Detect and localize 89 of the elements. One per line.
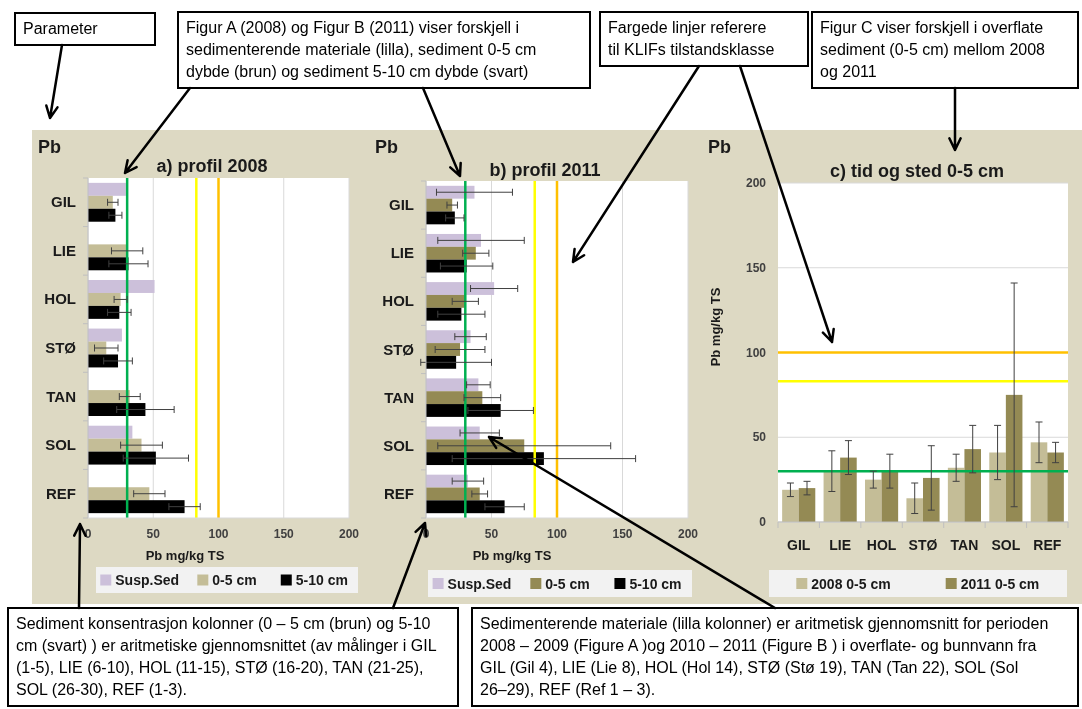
x-tick-label: 200 (338, 527, 360, 541)
text: Sedimenterende materiale (lilla kolonner) er aritmetisk gjennomsnitt for perioden 2008 – 2009 (Figure A )og 2010 – 2011 (Figure B ) i overflate- og bunnvann fra GIL (Gil 4), LIE (Lie 8), HOL (Hol 14), STØ (Stø 19), TAN (Tan 22), SOL (Sol 26–29), REF (Ref 1 – 3). (480, 615, 1049, 698)
bar (426, 404, 501, 417)
bar (88, 292, 121, 306)
x-tick-label: STØ (908, 537, 938, 553)
bar (88, 390, 130, 404)
bar (426, 307, 462, 321)
bar (906, 498, 923, 522)
bar (88, 305, 120, 319)
chart-subtitle: Pb (375, 137, 399, 157)
bar (989, 452, 1006, 522)
bar (426, 282, 495, 295)
bar (88, 208, 116, 222)
y-tick-label: 50 (752, 430, 767, 445)
y-tick-label: GIL (389, 196, 414, 214)
y-tick-label: STØ (383, 340, 415, 358)
bar (426, 211, 455, 225)
y-tick-label: REF (46, 484, 76, 502)
x-tick-label: 200 (677, 527, 699, 541)
x-tick-label: 100 (208, 527, 229, 541)
text: Sediment konsentrasjon kolonner (0 – 5 cm (brun) og 5-10 cm (svart) ) er aritmetiske gjennomsnittet (av målinger i GIL (1-5), LIE (6-10), HOL (11-15), STØ (16-20), TAN (21-25), SOL (26-30), REF (1-3). (16, 615, 437, 698)
chart-title: b) profil 2011 (489, 160, 601, 180)
bar (426, 294, 466, 308)
y-tick-label: STØ (45, 339, 77, 356)
y-tick-label: HOL (44, 290, 76, 308)
bar (88, 500, 185, 514)
chart-title: c) tid og sted 0-5 cm (829, 161, 1005, 181)
y-axis-title: Pb mg/kg TS (708, 287, 723, 367)
chart-subtitle: Pb (708, 137, 732, 157)
y-tick-label: 150 (745, 260, 767, 275)
bar (1047, 452, 1064, 522)
text: Figur A (2008) og Figur B (2011) viser forskjell i sedimenterende materiale (lilla), sediment 0-5 cm dybde (brun) og sediment 5-10 cm dybde (svart) (186, 19, 537, 80)
x-tick-label: REF (1033, 537, 1062, 553)
y-tick-label: HOL (382, 292, 414, 310)
bar (88, 280, 155, 293)
x-tick-label: 100 (546, 527, 568, 541)
bar (865, 479, 882, 522)
bar (426, 343, 461, 356)
x-tick-label: 50 (484, 527, 499, 541)
bar (88, 403, 146, 416)
legend-label: 5-10 cm (295, 572, 348, 588)
y-tick-label: TAN (46, 387, 76, 405)
x-tick-label: GIL (787, 537, 811, 553)
y-tick-label: TAN (384, 388, 414, 406)
legend-label: 0-5 cm (545, 575, 590, 592)
legend-label: 2008 0-5 cm (811, 575, 891, 592)
bar (88, 182, 126, 196)
x-tick-label: 150 (273, 527, 295, 541)
y-tick-label: LIE (390, 244, 414, 262)
bar (426, 246, 476, 260)
x-axis-title: Pb mg/kg TS (472, 548, 552, 563)
bar (426, 391, 483, 405)
bar (426, 355, 457, 369)
bar (1030, 442, 1048, 522)
x-axis-title: Pb mg/kg TS (145, 548, 225, 563)
legend-label: 2011 0-5 cm (960, 575, 1040, 592)
y-tick-label: 0 (759, 515, 767, 529)
x-tick-label: 50 (146, 527, 161, 541)
bar (964, 449, 981, 522)
legend-label: 0-5 cm (212, 572, 257, 588)
legend-label: Susp.Sed (115, 572, 180, 588)
y-tick-label: SOL (45, 436, 76, 454)
bar (88, 487, 150, 501)
bar (88, 195, 113, 209)
y-tick-label: GIL (51, 193, 76, 211)
x-tick-label: SOL (991, 537, 1021, 553)
text: Figur C viser forskjell i overflate sediment (0-5 cm) mellom 2008 og 2011 (820, 19, 1046, 80)
bar (782, 489, 799, 522)
legend-label: Susp.Sed (447, 575, 512, 592)
y-tick-label: SOL (383, 436, 414, 454)
text: Fargede linjer referere til KLIFs tilstandsklasse (608, 19, 775, 58)
x-tick-label: HOL (866, 537, 897, 553)
bar (923, 477, 940, 522)
bar (426, 500, 505, 514)
legend-label: 5-10 cm (629, 575, 682, 592)
bar (88, 328, 122, 342)
bar (426, 378, 479, 392)
bar (88, 425, 133, 439)
y-tick-label: REF (384, 484, 414, 502)
text: Parameter (23, 20, 99, 37)
bar (840, 457, 857, 522)
y-tick-label: 200 (745, 176, 767, 190)
y-tick-label: 100 (745, 345, 767, 360)
y-tick-label: LIE (52, 241, 76, 259)
chart-subtitle: Pb (38, 137, 62, 157)
x-tick-label: LIE (829, 537, 852, 553)
chart-title: a) profil 2008 (156, 156, 268, 176)
x-tick-label: 150 (612, 527, 633, 541)
x-tick-label: TAN (950, 537, 979, 553)
